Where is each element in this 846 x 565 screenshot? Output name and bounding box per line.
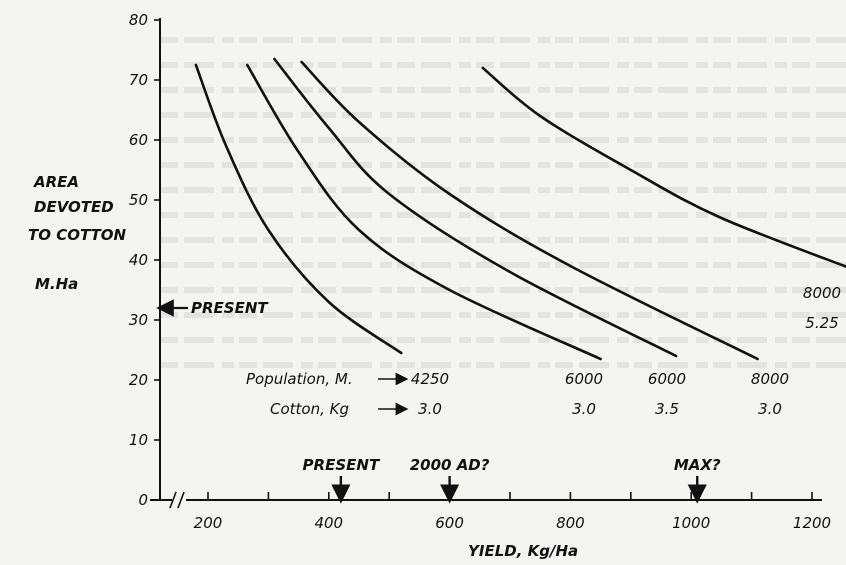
curves <box>194 57 846 361</box>
y-tick-label: 30 <box>129 311 148 329</box>
series-population-label: 8000 <box>803 284 841 302</box>
x-tick-label: 1000 <box>672 514 710 532</box>
x-tick-label: 400 <box>314 514 343 532</box>
series-curve <box>300 60 759 361</box>
annotations: PRESENT PRESENT 2000 AD? MAX? <box>156 299 721 504</box>
series-curve <box>245 63 602 361</box>
y-ticks: 0 10 20 30 40 50 60 70 80 <box>129 11 160 509</box>
x-marker-label: MAX? <box>674 456 721 474</box>
x-ticks: 200 400 600 800 1000 1200 <box>194 492 831 532</box>
y-tick-label: 10 <box>129 431 148 449</box>
x-tick-label: 800 <box>556 514 585 532</box>
x-axis-label: YIELD, Kg/Ha <box>468 542 578 560</box>
y-tick-label: 40 <box>129 251 148 269</box>
series-cotton-label: 5.25 <box>805 314 838 332</box>
y-tick-label: 20 <box>129 371 148 389</box>
axis-break-mark <box>177 491 185 509</box>
axis-break-mark <box>169 491 177 509</box>
x-marker-label: 2000 AD? <box>410 456 490 474</box>
series-cotton-label: 3.0 <box>418 400 442 418</box>
series-population-label: 6000 <box>565 370 603 388</box>
y-tick-label: 70 <box>129 71 148 89</box>
row-label-cotton: Cotton, Kg <box>270 400 349 418</box>
y-axis-label-line-2: DEVOTED <box>34 198 114 216</box>
axes <box>150 18 822 509</box>
y-axis-label-line-1: AREA <box>33 173 79 191</box>
y-axis-label: AREA DEVOTED TO COTTON M.Ha <box>28 173 127 293</box>
y-tick-label: 80 <box>129 11 148 29</box>
y-tick-label: 60 <box>129 131 148 149</box>
series-cotton-label: 3.5 <box>655 400 679 418</box>
y-present-label: PRESENT <box>191 299 269 317</box>
y-axis-label-line-4: M.Ha <box>35 275 78 293</box>
y-tick-label: 0 <box>138 491 148 509</box>
series-curve <box>481 66 846 268</box>
x-tick-label: 200 <box>194 514 223 532</box>
row-label-population: Population, M. <box>246 370 353 388</box>
x-marker-label: PRESENT <box>303 456 381 474</box>
series-population-label: 8000 <box>751 370 789 388</box>
series-population-label: 4250 <box>411 370 449 388</box>
series-cotton-label: 3.0 <box>758 400 782 418</box>
series-curve <box>273 57 678 358</box>
y-axis-label-line-3: TO COTTON <box>28 226 127 244</box>
series-population-label: 6000 <box>648 370 686 388</box>
x-tick-label: 1200 <box>793 514 831 532</box>
curve-labels: 4250 3.0 6000 3.0 6000 3.5 8000 3.0 8000 5.25 <box>411 284 841 418</box>
series-curve <box>194 63 403 355</box>
series-cotton-label: 3.0 <box>572 400 596 418</box>
x-tick-label: 600 <box>435 514 464 532</box>
y-tick-label: 50 <box>129 191 148 209</box>
